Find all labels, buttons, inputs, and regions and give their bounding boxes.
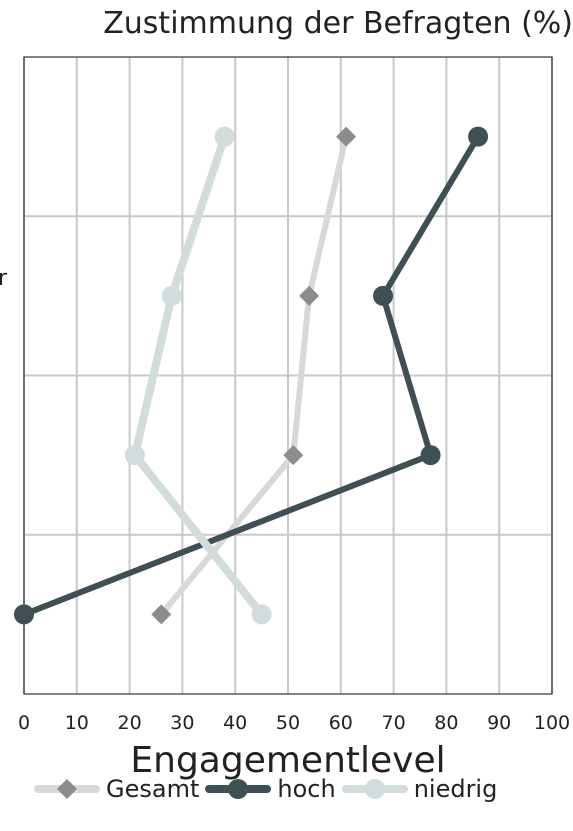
legend: Gesamt hoch niedrig [34, 771, 503, 807]
data-point-gesamt [336, 126, 357, 147]
x-tick-label: 10 [65, 712, 89, 734]
chart-title: Zustimmung der Befragten (%) [103, 6, 573, 41]
x-tick-label: 20 [118, 712, 142, 734]
legend-swatch-hoch [205, 779, 272, 799]
x-tick-label: 30 [170, 712, 194, 734]
x-tick-label: 0 [18, 712, 30, 734]
data-point-gesamt [283, 445, 304, 466]
data-point-hoch [468, 126, 489, 147]
y-axis-label-fragment: r [0, 266, 8, 291]
plot-frame [23, 56, 553, 695]
x-tick-label: 40 [223, 712, 247, 734]
legend-label: Gesamt [106, 775, 200, 803]
data-point-niedrig [124, 445, 145, 466]
legend-item-hoch: hoch [205, 774, 336, 804]
data-point-hoch [14, 604, 34, 625]
data-point-gesamt [299, 285, 320, 306]
data-point-hoch [420, 445, 441, 466]
x-tick-label: 100 [534, 712, 570, 734]
legend-swatch-niedrig [341, 779, 408, 799]
data-point-niedrig [251, 604, 272, 625]
series-line-hoch [21, 133, 482, 618]
data-point-hoch [373, 285, 394, 306]
data-point-niedrig [214, 126, 235, 147]
data-point-niedrig [161, 285, 182, 306]
plot-area: 0 10 20 30 40 50 60 70 80 90 100 [14, 56, 570, 734]
series-line-niedrig [130, 132, 266, 619]
x-tick-label: 80 [434, 712, 458, 734]
x-tick-label: 90 [487, 712, 511, 734]
x-axis-title: Engagementlevel [130, 740, 446, 781]
x-tick-label: 60 [329, 712, 353, 734]
data-point-gesamt [151, 604, 172, 625]
legend-label: hoch [277, 775, 336, 803]
legend-item-gesamt: Gesamt [34, 774, 199, 804]
legend-label: niedrig [413, 775, 498, 803]
legend-swatch-gesamt [34, 779, 100, 799]
x-tick-label: 50 [276, 712, 300, 734]
legend-item-niedrig: niedrig [341, 774, 498, 804]
x-tick-label: 70 [382, 712, 406, 734]
